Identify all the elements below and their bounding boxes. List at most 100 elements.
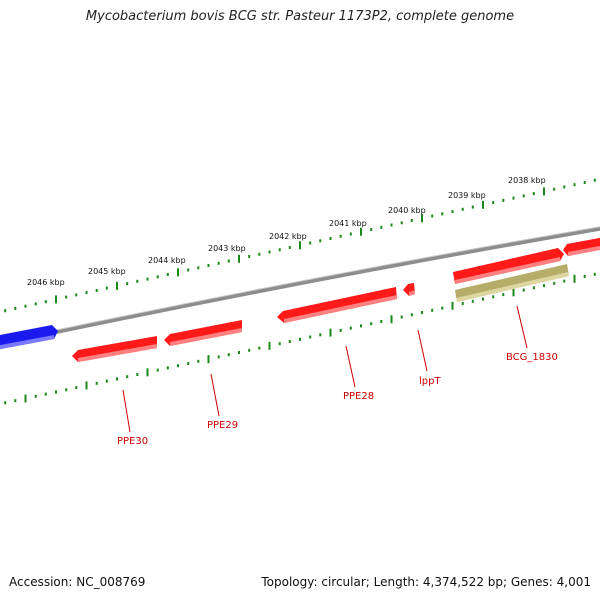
minor-tick — [339, 328, 342, 332]
kbp-label: 2045 kbp — [88, 267, 126, 276]
minor-tick — [502, 293, 505, 297]
minor-tick — [502, 198, 505, 202]
genome-backbone — [0, 226, 600, 346]
minor-tick — [553, 281, 556, 285]
major-tick — [238, 254, 240, 263]
major-tick — [451, 301, 454, 310]
minor-tick — [309, 335, 312, 339]
minor-tick — [217, 355, 220, 359]
outer-tick-ring — [4, 178, 596, 313]
minor-tick — [105, 379, 108, 383]
minor-tick — [583, 275, 586, 278]
minor-tick — [166, 273, 169, 276]
minor-tick — [380, 225, 383, 229]
major-tick — [268, 341, 271, 350]
minor-tick — [248, 348, 251, 352]
minor-tick — [380, 320, 383, 323]
minor-tick — [187, 268, 190, 272]
genome-summary-text: Topology: circular; Length: 4,374,522 bp… — [261, 575, 591, 589]
leader-line — [345, 345, 356, 388]
minor-tick — [105, 286, 108, 290]
gene-label-bcg1830: BCG_1830 — [506, 352, 558, 363]
kbp-label: 2042 kbp — [269, 232, 307, 241]
minor-tick — [593, 178, 596, 182]
gene-arrow-blue[interactable] — [0, 325, 58, 350]
major-tick — [512, 288, 515, 297]
minor-tick — [563, 185, 566, 189]
kbp-label: 2046 kbp — [27, 278, 65, 287]
kbp-label: 2040 kbp — [388, 206, 426, 215]
minor-tick — [522, 194, 525, 198]
minor-tick — [563, 279, 566, 283]
gene-label-ppe30: PPE30 — [117, 436, 148, 447]
minor-tick — [370, 322, 373, 326]
kbp-label: 2044 kbp — [148, 256, 186, 265]
minor-tick — [522, 288, 525, 292]
minor-tick — [410, 313, 413, 317]
minor-tick — [227, 353, 230, 357]
minor-tick — [441, 306, 444, 310]
minor-tick — [532, 286, 535, 290]
gene-arrow-ppe28[interactable] — [277, 287, 397, 323]
minor-tick — [573, 183, 576, 187]
minor-tick — [400, 221, 403, 225]
gene-arrow-ppe30[interactable] — [72, 336, 157, 362]
minor-tick — [431, 308, 434, 312]
minor-tick — [390, 223, 393, 227]
minor-tick — [309, 241, 312, 245]
minor-tick — [166, 366, 169, 370]
minor-tick — [492, 295, 495, 299]
minor-tick — [349, 232, 352, 236]
minor-tick — [146, 277, 149, 281]
minor-tick — [55, 390, 57, 394]
minor-tick — [258, 346, 261, 350]
gene-arrow-bcg1830[interactable] — [455, 264, 569, 302]
minor-tick — [14, 399, 17, 403]
minor-tick — [24, 304, 27, 308]
gene-arrow-lppt[interactable] — [403, 283, 415, 296]
minor-tick — [4, 309, 7, 313]
minor-tick — [136, 373, 139, 376]
gene-label-lppt: lppT — [419, 376, 441, 387]
minor-tick — [95, 288, 98, 292]
minor-tick — [492, 201, 495, 205]
minor-tick — [543, 284, 545, 288]
major-tick — [24, 394, 27, 403]
minor-tick — [126, 375, 129, 379]
minor-tick — [288, 246, 291, 249]
minor-tick — [207, 264, 210, 267]
gene-arrow-ppe29[interactable] — [164, 320, 242, 346]
gene-arrow-forward-2[interactable] — [563, 236, 600, 256]
minor-tick — [441, 212, 444, 216]
inner-tick-ring — [4, 272, 596, 405]
minor-tick — [329, 237, 332, 240]
minor-tick — [400, 315, 403, 319]
minor-tick — [532, 192, 535, 196]
minor-tick — [360, 324, 362, 328]
gene-arrow-forward-1[interactable] — [453, 248, 564, 284]
minor-tick — [238, 351, 240, 354]
minor-tick — [471, 299, 474, 303]
minor-tick — [248, 255, 251, 258]
minor-tick — [553, 187, 556, 191]
minor-tick — [116, 377, 118, 381]
major-tick — [482, 200, 484, 209]
minor-tick — [227, 259, 230, 263]
major-tick — [421, 214, 423, 223]
leader-line — [417, 329, 428, 372]
minor-tick — [349, 326, 352, 330]
major-tick — [55, 295, 57, 304]
minor-tick — [370, 228, 373, 231]
leader-line — [122, 389, 131, 433]
minor-tick — [85, 291, 88, 295]
major-tick — [299, 241, 301, 250]
minor-tick — [471, 205, 474, 209]
major-tick — [146, 368, 149, 377]
minor-tick — [217, 261, 220, 265]
minor-tick — [75, 293, 78, 297]
minor-tick — [156, 368, 159, 372]
minor-tick — [339, 234, 342, 238]
minor-tick — [512, 196, 515, 200]
major-tick — [207, 355, 210, 364]
